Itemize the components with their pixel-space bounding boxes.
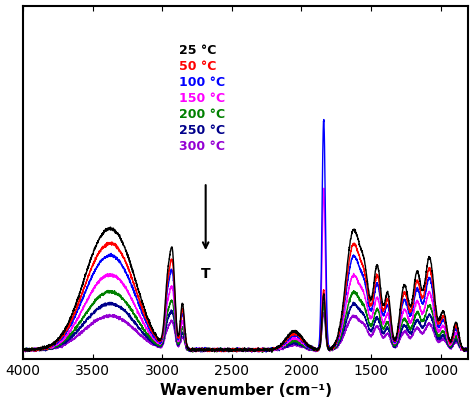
50 °C — [409, 303, 415, 308]
200 °C — [409, 323, 415, 328]
300 °C — [457, 344, 463, 349]
50 °C — [465, 347, 471, 351]
100 °C — [321, 117, 327, 122]
250 °C — [409, 329, 415, 334]
X-axis label: Wavenumber (cm⁻¹): Wavenumber (cm⁻¹) — [160, 383, 332, 398]
100 °C — [409, 309, 415, 314]
25 °C — [71, 307, 77, 311]
150 °C — [20, 347, 26, 352]
Line: 300 °C: 300 °C — [23, 312, 468, 352]
200 °C — [457, 343, 463, 348]
Text: T: T — [201, 267, 210, 281]
200 °C — [259, 350, 265, 355]
150 °C — [409, 317, 415, 322]
150 °C — [98, 277, 103, 282]
250 °C — [98, 304, 103, 309]
150 °C — [210, 347, 216, 352]
Line: 25 °C: 25 °C — [23, 227, 468, 352]
100 °C — [465, 347, 471, 352]
25 °C — [98, 235, 103, 240]
250 °C — [457, 344, 463, 349]
50 °C — [98, 248, 103, 253]
50 °C — [234, 349, 240, 354]
300 °C — [71, 336, 77, 341]
250 °C — [210, 349, 216, 354]
100 °C — [210, 348, 216, 353]
300 °C — [321, 310, 327, 315]
250 °C — [191, 347, 197, 352]
Line: 100 °C: 100 °C — [23, 120, 468, 352]
50 °C — [20, 347, 26, 352]
50 °C — [457, 339, 463, 344]
100 °C — [98, 259, 103, 264]
50 °C — [210, 348, 216, 353]
Line: 250 °C: 250 °C — [23, 302, 468, 352]
25 °C — [108, 225, 113, 229]
50 °C — [71, 312, 77, 317]
300 °C — [409, 333, 415, 338]
250 °C — [465, 348, 471, 353]
200 °C — [71, 328, 77, 333]
100 °C — [191, 347, 197, 352]
300 °C — [20, 347, 26, 352]
100 °C — [249, 349, 255, 354]
Legend: 25 °C, 50 °C, 100 °C, 150 °C, 200 °C, 250 °C, 300 °C: 25 °C, 50 °C, 100 °C, 150 °C, 200 °C, 25… — [172, 40, 229, 158]
300 °C — [210, 347, 216, 352]
25 °C — [409, 299, 415, 304]
50 °C — [191, 347, 197, 351]
25 °C — [269, 349, 274, 354]
150 °C — [465, 348, 471, 353]
Line: 150 °C: 150 °C — [23, 188, 468, 352]
150 °C — [321, 186, 327, 191]
250 °C — [198, 349, 204, 354]
25 °C — [210, 347, 216, 351]
200 °C — [98, 294, 103, 299]
25 °C — [465, 349, 471, 354]
250 °C — [20, 349, 26, 354]
25 °C — [20, 347, 26, 352]
25 °C — [191, 348, 197, 353]
300 °C — [98, 317, 103, 322]
200 °C — [210, 347, 216, 351]
100 °C — [71, 317, 77, 322]
300 °C — [256, 349, 262, 354]
Line: 50 °C: 50 °C — [23, 242, 468, 352]
50 °C — [109, 240, 114, 244]
200 °C — [465, 347, 471, 352]
250 °C — [71, 333, 77, 338]
150 °C — [71, 322, 77, 326]
250 °C — [350, 300, 356, 305]
200 °C — [105, 288, 111, 293]
150 °C — [457, 341, 463, 346]
Line: 200 °C: 200 °C — [23, 290, 468, 352]
300 °C — [465, 347, 471, 352]
100 °C — [20, 347, 26, 351]
25 °C — [457, 338, 463, 343]
300 °C — [191, 348, 197, 353]
150 °C — [249, 349, 255, 354]
200 °C — [20, 348, 26, 353]
150 °C — [191, 347, 197, 352]
200 °C — [191, 347, 197, 352]
100 °C — [457, 341, 463, 345]
